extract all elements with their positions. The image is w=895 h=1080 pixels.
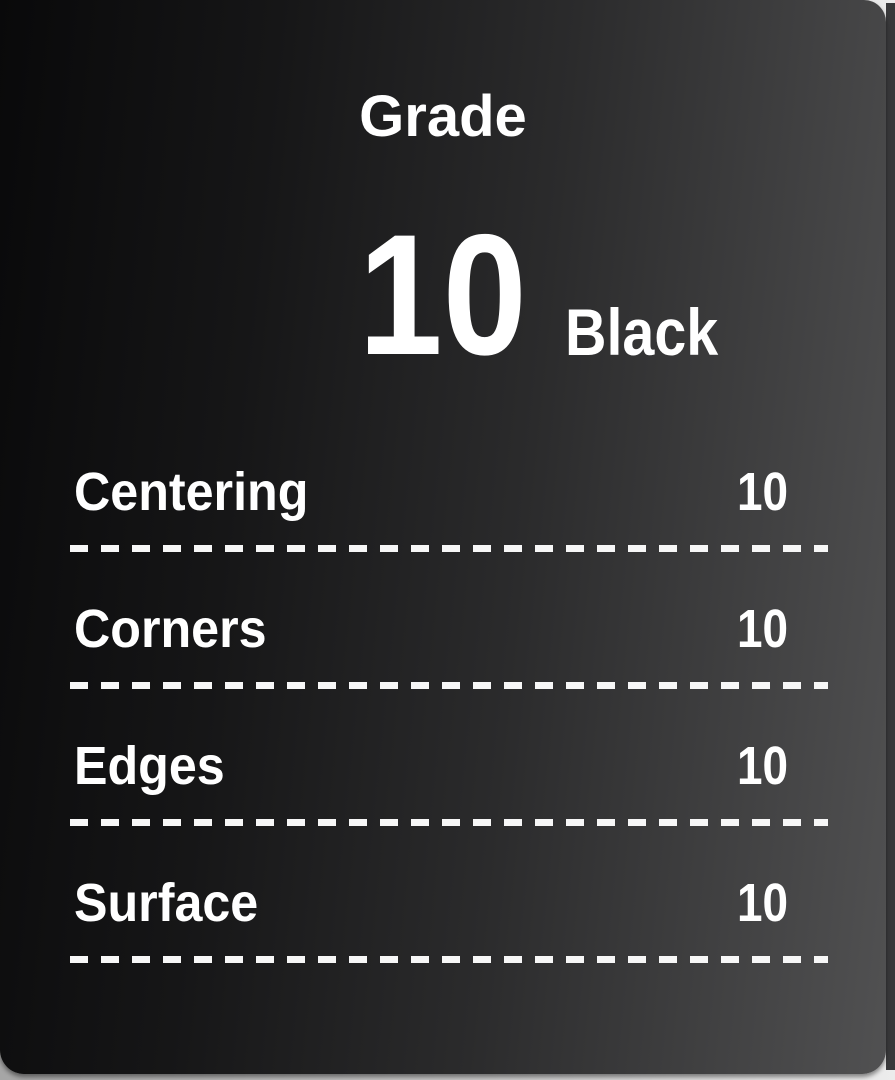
subgrade-label: Edges: [74, 736, 225, 796]
subgrade-value: 10: [736, 462, 788, 522]
subgrade-group: Edges 10: [70, 734, 828, 826]
subgrade-row: Edges 10: [70, 734, 828, 799]
subgrade-label: Centering: [74, 462, 309, 522]
grade-line: 10 Black: [0, 209, 886, 381]
dashed-divider: [70, 819, 828, 826]
dashed-divider: [70, 956, 828, 963]
subgrades-list: Centering 10 Corners 10 Edges 10 Surface…: [0, 460, 886, 963]
subgrade-row: Centering 10: [70, 460, 828, 525]
subgrade-group: Surface 10: [70, 871, 828, 963]
subgrade-label: Surface: [74, 873, 259, 933]
grade-value: 10: [358, 199, 528, 391]
dashed-divider: [70, 545, 828, 552]
grade-variant-label: Black: [565, 295, 719, 369]
subgrade-value: 10: [736, 736, 788, 796]
subgrade-value: 10: [736, 873, 788, 933]
dashed-divider: [70, 682, 828, 689]
subgrade-row: Surface 10: [70, 871, 828, 936]
subgrade-label: Corners: [74, 599, 267, 659]
subgrade-group: Corners 10: [70, 597, 828, 689]
subgrade-group: Centering 10: [70, 460, 828, 552]
subgrade-value: 10: [736, 599, 788, 659]
grade-title: Grade: [359, 84, 527, 149]
right-edge-strip: [886, 3, 895, 1070]
subgrade-row: Corners 10: [70, 597, 828, 662]
